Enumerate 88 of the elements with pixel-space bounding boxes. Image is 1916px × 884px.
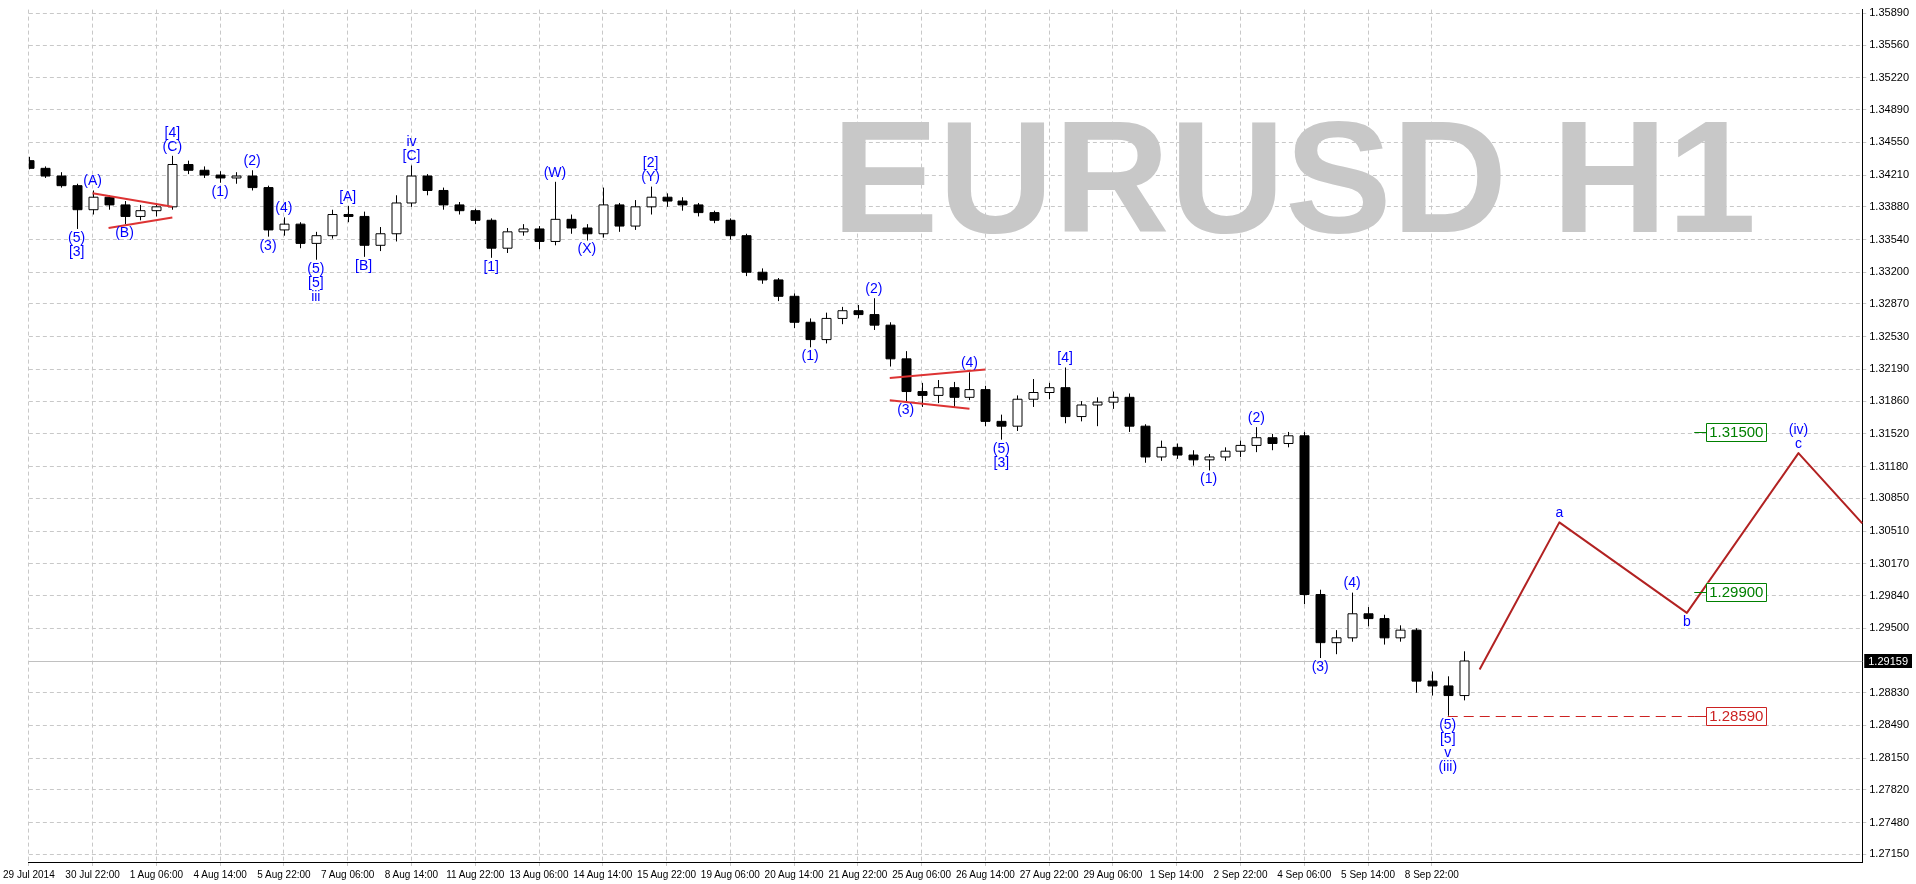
- y-tick-label: 1.32870: [1869, 297, 1909, 310]
- annotation: (1): [1200, 470, 1218, 487]
- y-tick-label: 1.27150: [1869, 847, 1909, 860]
- annotation: (2): [865, 280, 883, 297]
- annotation: c: [1794, 434, 1802, 451]
- x-tick-label: 8 Sep 22:00: [1404, 868, 1460, 880]
- annotation: [C]: [402, 147, 421, 164]
- x-tick-label: 11 Aug 22:00: [446, 868, 505, 880]
- annotation: (1): [211, 182, 229, 199]
- annotation: (B): [115, 224, 134, 240]
- x-tick-label: 13 Aug 06:00: [509, 868, 569, 880]
- y-tick-label: 1.28150: [1869, 751, 1909, 764]
- annotation: [4]: [164, 123, 181, 140]
- annotation: (5): [68, 228, 86, 245]
- annotation: (5): [1439, 715, 1457, 732]
- annotation: (W): [543, 163, 567, 180]
- annotation: (4): [1343, 574, 1361, 591]
- x-tick-label: 27 Aug 22:00: [1019, 868, 1080, 880]
- annotation: (4): [960, 354, 979, 371]
- x-tick-label: 15 Aug 22:00: [637, 868, 697, 880]
- annotation: (iii): [1438, 757, 1458, 774]
- annotation: [1]: [483, 257, 499, 274]
- y-tick-label: 1.31180: [1869, 459, 1909, 472]
- ref-line-label: 1.28590: [1709, 706, 1764, 724]
- y-tick-label: 1.31520: [1869, 426, 1909, 439]
- y-tick-label: 1.32530: [1869, 329, 1909, 342]
- y-tick-label: 1.33540: [1869, 232, 1909, 245]
- x-tick-label: 5 Sep 14:00: [1341, 868, 1396, 880]
- annotation: [A]: [339, 187, 357, 204]
- annotation: (5): [992, 439, 1010, 456]
- x-tick-label: 14 Aug 14:00: [573, 868, 633, 880]
- annotation: b: [1682, 612, 1691, 629]
- x-tick-label: 20 Aug 14:00: [764, 868, 824, 880]
- x-tick-label: 2 Sep 22:00: [1213, 868, 1268, 880]
- x-tick-label: 5 Aug 22:00: [257, 868, 312, 880]
- y-tick-label: 1.31860: [1869, 394, 1909, 407]
- y-tick-label: 1.35560: [1869, 38, 1909, 51]
- x-tick-label: 1 Aug 06:00: [129, 868, 184, 880]
- x-tick-label: 7 Aug 06:00: [321, 868, 375, 880]
- y-tick-label: 1.33880: [1869, 199, 1909, 212]
- x-tick-label: 29 Aug 06:00: [1083, 868, 1143, 880]
- y-tick-label: 1.27820: [1869, 782, 1909, 795]
- annotation: (X): [577, 240, 597, 257]
- annotation: [2]: [642, 154, 659, 171]
- annotation: (A): [83, 172, 102, 189]
- x-tick-label: 8 Aug 14:00: [384, 868, 439, 880]
- y-tick-label: 1.35890: [1869, 6, 1909, 19]
- y-tick-label: 1.30170: [1869, 556, 1909, 569]
- annotation: (5): [307, 259, 325, 276]
- annotation: v: [1444, 743, 1452, 760]
- x-tick-label: 19 Aug 06:00: [700, 868, 761, 880]
- annotation: (3): [897, 401, 915, 418]
- y-tick-label: 1.32190: [1869, 362, 1909, 375]
- annotation: (4): [275, 199, 293, 216]
- y-tick-label: 1.28830: [1869, 685, 1909, 698]
- x-tick-label: 30 Jul 22:00: [65, 868, 121, 880]
- y-tick-label: 1.30510: [1869, 524, 1909, 537]
- ref-line-label: 1.29159: [1868, 655, 1908, 668]
- annotation: iv: [406, 133, 417, 150]
- annotation: 1.31500: [1709, 422, 1764, 440]
- y-tick-label: 1.29840: [1869, 588, 1909, 601]
- x-tick-label: 1 Sep 14:00: [1149, 868, 1205, 880]
- annotation: (3): [1311, 657, 1329, 674]
- x-tick-label: 21 Aug 22:00: [828, 868, 888, 880]
- y-tick-label: 1.33200: [1869, 265, 1909, 278]
- y-tick-label: 1.34890: [1869, 102, 1909, 115]
- y-tick-label: 1.34210: [1869, 168, 1909, 181]
- y-tick-label: 1.34550: [1869, 135, 1909, 148]
- y-tick-label: 1.30850: [1869, 491, 1909, 504]
- annotation: [B]: [355, 256, 373, 273]
- annotation: (2): [243, 152, 261, 169]
- annotation: [4]: [1057, 349, 1073, 366]
- x-tick-label: 25 Aug 06:00: [892, 868, 952, 880]
- y-tick-label: 1.29500: [1869, 621, 1909, 634]
- annotation: a: [1555, 504, 1564, 521]
- annotation: iii: [311, 287, 321, 304]
- annotation: (iv): [1788, 420, 1809, 437]
- x-tick-label: 4 Aug 14:00: [193, 868, 248, 880]
- annotation: (2): [1247, 409, 1265, 425]
- annotation: 1.29900: [1709, 582, 1764, 600]
- annotation: (3): [259, 236, 277, 253]
- y-tick-label: 1.35220: [1869, 70, 1909, 83]
- x-tick-label: 29 Jul 2014: [3, 868, 56, 880]
- x-tick-label: 26 Aug 14:00: [955, 868, 1016, 880]
- y-tick-label: 1.28490: [1869, 718, 1909, 731]
- x-tick-label: 4 Sep 06:00: [1277, 868, 1332, 880]
- y-tick-label: 1.27480: [1869, 815, 1909, 828]
- annotation: (1): [801, 347, 819, 364]
